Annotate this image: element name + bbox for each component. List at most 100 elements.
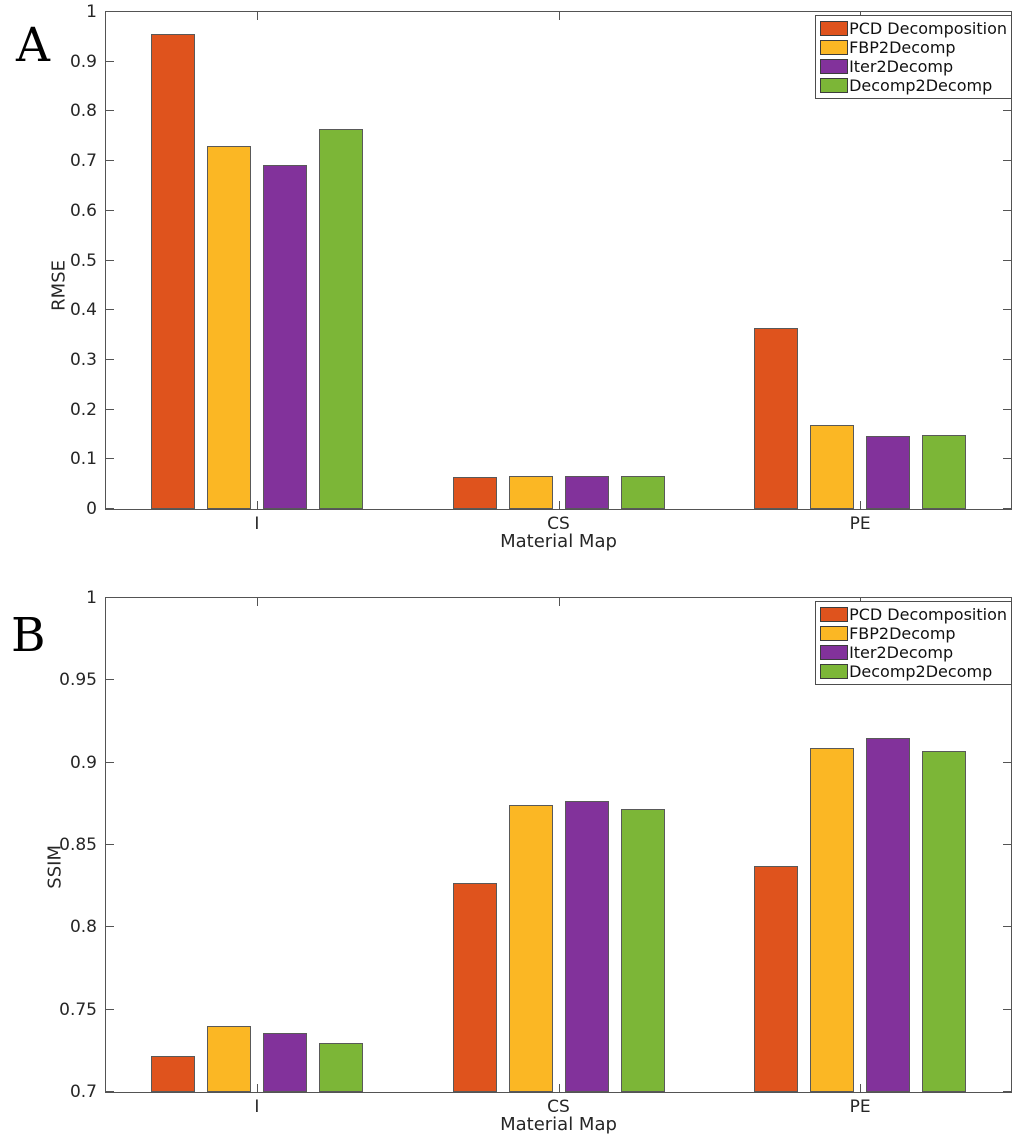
- y-tick-mark-right: [1003, 259, 1011, 261]
- bar-cs-series-3: [620, 475, 665, 509]
- x-tick-label: I: [254, 514, 260, 534]
- y-tick-mark-left: [106, 259, 114, 261]
- legend-item: Decomp2Decomp: [820, 662, 1007, 681]
- bar-pe-series-3: [922, 435, 967, 509]
- legend-item: Iter2Decomp: [820, 643, 1007, 662]
- y-tick-label: 0.95: [59, 670, 97, 691]
- bar-pe-series-0: [754, 866, 799, 1092]
- y-tick-mark-left: [106, 110, 114, 112]
- y-tick-mark-left: [106, 458, 114, 460]
- bar-pe-series-3: [922, 751, 967, 1092]
- legend-swatch: [820, 645, 849, 660]
- y-tick-label: 0.3: [69, 349, 97, 370]
- legend-item: FBP2Decomp: [820, 624, 1007, 643]
- panel-a-plot-area: 0 0.1 0.2 0.3 0.4 0.5 0.6 0.7 0.8 0.9 1 I CS PE PCD De…: [70, 2, 1012, 534]
- x-tick-mark-bottom: [256, 1084, 258, 1092]
- panel-a-y-axis-label: RMSE: [48, 260, 70, 311]
- legend-label: PCD Decomposition: [849, 604, 1007, 624]
- y-tick-mark-left: [106, 209, 114, 211]
- x-tick-label: CS: [547, 514, 570, 534]
- y-tick-label: 1: [86, 2, 97, 22]
- y-tick-mark-left: [106, 597, 114, 598]
- bar-i-series-0: [150, 34, 195, 509]
- y-tick-mark-right: [1003, 1091, 1011, 1092]
- bar-cs-series-1: [508, 805, 553, 1092]
- legend-swatch: [820, 607, 849, 622]
- legend-swatch: [820, 78, 849, 93]
- legend-label: Iter2Decomp: [849, 642, 954, 662]
- bar-cs-series-0: [452, 476, 497, 509]
- legend-label: FBP2Decomp: [849, 37, 956, 57]
- y-tick-label: 0.9: [69, 51, 97, 72]
- y-tick-mark-left: [106, 1091, 114, 1092]
- y-tick-mark-left: [106, 926, 114, 928]
- legend-item: PCD Decomposition: [820, 605, 1007, 624]
- legend-item: FBP2Decomp: [820, 38, 1007, 57]
- legend-label: PCD Decomposition: [849, 18, 1007, 38]
- bar-pe-series-0: [754, 327, 799, 509]
- bar-i-series-0: [150, 1055, 195, 1092]
- legend-swatch: [820, 59, 849, 74]
- y-tick-mark-right: [1003, 761, 1011, 763]
- legend-item: Iter2Decomp: [820, 57, 1007, 76]
- y-tick-mark-right: [1003, 844, 1011, 845]
- y-tick-mark-right: [1003, 209, 1011, 211]
- y-tick-mark-left: [106, 160, 114, 162]
- bar-cs-series-2: [564, 800, 609, 1092]
- x-tick-label: I: [254, 1097, 260, 1117]
- y-tick-label: 0.1: [69, 449, 97, 470]
- y-tick-label: 0.75: [59, 999, 97, 1020]
- x-tick-mark-bottom: [860, 501, 862, 509]
- y-tick-mark-right: [1003, 926, 1011, 928]
- x-tick-mark-bottom: [558, 501, 560, 509]
- x-tick-mark-top: [256, 598, 258, 606]
- legend-label: Decomp2Decomp: [849, 75, 993, 95]
- y-tick-mark-left: [106, 1008, 114, 1010]
- panel-a-x-axis-label: Material Map: [500, 531, 617, 552]
- panel-a-letter: A: [16, 18, 50, 73]
- bar-pe-series-1: [810, 747, 855, 1092]
- y-tick-label: 0.85: [59, 835, 97, 855]
- bar-pe-series-1: [810, 424, 855, 509]
- y-tick-mark-right: [1003, 408, 1011, 410]
- panel-b-plot-area: 0.7 0.75 0.8 0.85 0.9 0.95 1 I CS PE PCD Decomposi…: [59, 588, 1012, 1117]
- bar-cs-series-3: [620, 808, 665, 1092]
- legend: PCD Decomposition FBP2Decomp Iter2Decomp De…: [815, 15, 1012, 99]
- y-tick-label: 0.8: [69, 917, 97, 938]
- panel-b-letter: B: [11, 608, 46, 663]
- y-tick-mark-right: [1003, 358, 1011, 360]
- bar-cs-series-2: [564, 475, 609, 509]
- y-tick-label: 0.6: [69, 200, 97, 221]
- legend-swatch: [820, 664, 849, 679]
- y-tick-label: 0: [86, 499, 97, 519]
- bar-i-series-2: [262, 1032, 307, 1092]
- bar-pe-series-2: [866, 436, 911, 509]
- y-tick-mark-right: [1003, 160, 1011, 162]
- legend: PCD Decomposition FBP2Decomp Iter2Decomp De…: [815, 601, 1012, 685]
- x-tick-label: CS: [547, 1097, 570, 1117]
- y-tick-mark-right: [1003, 508, 1011, 509]
- legend-item: Decomp2Decomp: [820, 76, 1007, 95]
- y-tick-mark-right: [1003, 597, 1011, 598]
- x-tick-label: PE: [849, 514, 871, 534]
- x-tick-label: PE: [849, 1097, 871, 1117]
- y-tick-mark-left: [106, 508, 114, 509]
- y-tick-label: 0.4: [69, 300, 97, 321]
- y-tick-mark-right: [1003, 1008, 1011, 1010]
- bar-cs-series-1: [508, 476, 553, 509]
- y-tick-mark-left: [106, 408, 114, 410]
- x-tick-mark-bottom: [256, 501, 258, 509]
- bar-i-series-3: [318, 1042, 363, 1092]
- y-tick-label: 0.5: [69, 250, 97, 271]
- y-tick-mark-left: [106, 679, 114, 681]
- y-tick-mark-left: [106, 11, 114, 12]
- y-tick-mark-right: [1003, 309, 1011, 311]
- bar-cs-series-0: [452, 882, 497, 1092]
- y-tick-mark-left: [106, 358, 114, 360]
- y-tick-label: 0.9: [69, 752, 97, 773]
- x-tick-mark-top: [558, 12, 560, 20]
- y-tick-label: 0.7: [69, 151, 97, 172]
- y-tick-mark-right: [1003, 458, 1011, 460]
- legend-swatch: [820, 21, 849, 36]
